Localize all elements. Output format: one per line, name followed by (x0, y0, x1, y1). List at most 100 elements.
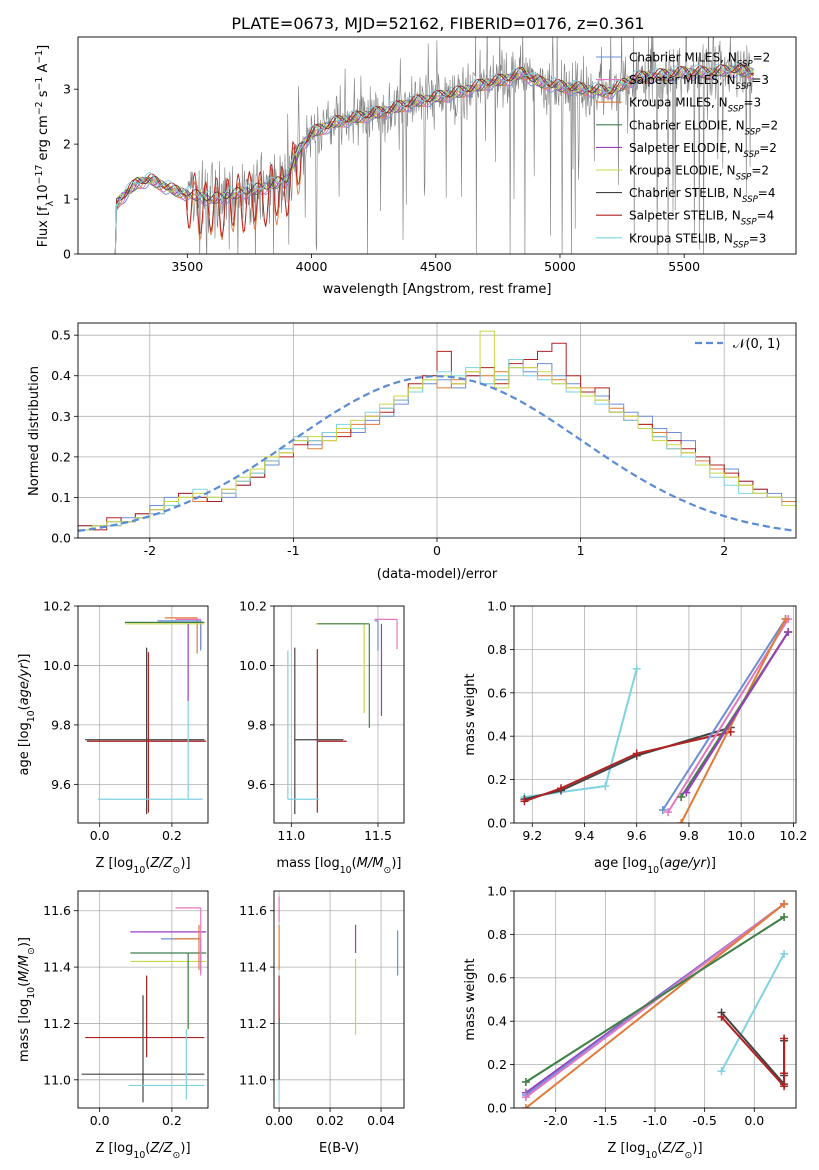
label-part: ] (36, 45, 51, 50)
y-tick-label: 0.2 (487, 1057, 507, 1072)
weight-marker (780, 1034, 789, 1043)
plot-area (78, 891, 208, 1108)
y-tick-label: 0.0 (51, 531, 71, 546)
plot-area (514, 606, 796, 823)
x-tick-label: 9.4 (575, 828, 595, 843)
weight-marker (717, 1067, 726, 1076)
label-part: s (36, 90, 51, 101)
axes-frame (77, 36, 797, 255)
panel-mass-age: 11.0 11.5 9.6 9.8 10.0 10.2 mass [log10(M/M⊙)] (239, 599, 405, 876)
model-chabrier_stelib (112, 64, 755, 254)
y-tick-label: 9.8 (51, 717, 71, 732)
y-tick-label: 0.0 (487, 1101, 507, 1116)
legend-label: Chabrier MILES, NSSP=2 (629, 51, 770, 70)
x-tick-label: 0.2 (162, 828, 182, 843)
weight-marker (601, 782, 610, 791)
label-part: Salpeter ELODIE, N (629, 141, 743, 155)
panel-ebv-mass: 0.00 0.02 0.04 11.0 11.2 11.4 11.6 E(B-V) (239, 890, 405, 1156)
label-part: Z [log (95, 1141, 133, 1156)
label-part: SSP (728, 105, 745, 115)
label-part: −1 (34, 77, 45, 91)
y-tick-label: 0.4 (51, 368, 71, 383)
label-part: 10 (133, 865, 145, 876)
weight-line-chabrier_miles (661, 618, 787, 811)
label-part: Salpeter MILES, N (629, 73, 736, 87)
y-tick-label: 11.2 (43, 1016, 71, 1031)
legend-label: 𝒩(0, 1) (733, 337, 780, 352)
y-tick-label: 11.6 (43, 903, 71, 918)
label-part: Z [log (95, 856, 133, 871)
label-part: −17 (34, 165, 45, 185)
label-part: ( (352, 856, 357, 871)
x-tick-label: -1 (287, 543, 299, 558)
y-tick-label: 0.0 (487, 816, 507, 831)
weight-marker (677, 792, 686, 801)
histogram-salpeter_stelib (78, 342, 796, 531)
weight-marker (632, 749, 641, 758)
histogram-kroupa_elodie (78, 330, 796, 531)
label-part: age/yr (17, 662, 32, 705)
label-part: E(B-V) (319, 1141, 359, 1156)
y-axis-label: mass [log10(M/M⊙)] (17, 937, 37, 1062)
label-part: ( (145, 1141, 150, 1156)
label-part: )] (706, 856, 716, 871)
x-tick-label: -0.5 (692, 1113, 716, 1128)
label-part: Chabrier ELODIE, N (629, 118, 745, 132)
label-part: =3 (744, 96, 762, 110)
weight-marker (781, 615, 790, 624)
label-part: ( (17, 982, 32, 987)
model-chabrier_miles (112, 69, 754, 254)
x-tick-label: 2 (720, 543, 728, 558)
label-part: =2 (751, 164, 769, 178)
x-tick-label: 10.0 (727, 828, 755, 843)
label-part: Z/Z (149, 1141, 173, 1156)
weight-line-salpeter_stelib (720, 1016, 786, 1089)
label-part: ⊙ (383, 865, 391, 876)
x-axis-label: Z [log10(Z/Z⊙)] (95, 856, 190, 876)
label-part: 10 (26, 987, 37, 999)
plot-area (78, 606, 208, 823)
x-tick-label: 0.04 (367, 1113, 395, 1128)
x-tick-label: 0.0 (90, 828, 110, 843)
weight-line-salpeter_stelib (524, 730, 731, 803)
x-tick-label: -1.0 (643, 1113, 667, 1128)
weight-marker (632, 664, 641, 673)
y-tick-label: 0.6 (487, 970, 507, 985)
label-part: erg cm (36, 115, 51, 164)
label-part: Chabrier MILES, N (629, 51, 737, 65)
x-tick-label: 0.0 (90, 1113, 110, 1128)
label-part: M/M (357, 856, 384, 871)
x-axis-label: (data-model)/error (377, 567, 498, 582)
model-salpeter_stelib (112, 63, 755, 254)
label-part: −2 (34, 101, 45, 115)
y-tick-label: 0.1 (51, 490, 71, 505)
label-part: )] (17, 653, 32, 663)
x-tick-label: 1 (577, 543, 585, 558)
x-tick-label: 9.8 (679, 828, 699, 843)
x-tick-label: 9.2 (522, 828, 542, 843)
model-kroupa_elodie (112, 65, 755, 254)
axes-frame (273, 890, 405, 1109)
weight-marker (664, 808, 673, 817)
label-part: =4 (758, 186, 776, 200)
y-tick-label: 9.6 (247, 777, 267, 792)
x-axis-label: age [log10(age/yr)] (594, 856, 716, 876)
x-tick-label: 0.0 (744, 1113, 764, 1128)
label-part: A (36, 64, 51, 77)
axes-frame (77, 322, 797, 539)
legend-label: Kroupa ELODIE, NSSP=2 (629, 164, 769, 183)
label-part: )] (180, 1141, 190, 1156)
label-part: 10 (645, 1150, 657, 1161)
label-part: ( (145, 856, 150, 871)
x-axis-label: Z [log10(Z/Z⊙)] (607, 1141, 702, 1161)
label-part: SSP (743, 150, 760, 160)
figure-title: PLATE=0673, MJD=52162, FIBERID=0176, z=0… (231, 14, 644, 33)
y-axis-label: mass weight (463, 673, 478, 755)
plot-area (514, 891, 796, 1108)
weight-line-chabrier_stelib (720, 1011, 786, 1087)
label-part: SSP (733, 240, 750, 250)
panel-z-mass: 0.0 0.211.011.211.411.6Z [log10(Z/Z⊙)]mas… (17, 890, 209, 1161)
weight-marker (784, 628, 793, 637)
x-axis-label: mass [log10(M/M⊙)] (277, 856, 402, 876)
legend-label: Salpeter MILES, NSSP=3 (629, 73, 769, 92)
